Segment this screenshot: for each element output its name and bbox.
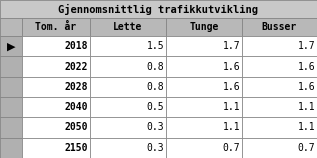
Text: ▶: ▶ [7, 41, 15, 51]
Text: 1.5: 1.5 [146, 41, 164, 51]
Bar [242, 138, 317, 158]
Text: 2022: 2022 [64, 61, 88, 72]
Text: Tunge: Tunge [189, 22, 219, 32]
Text: 1.6: 1.6 [297, 82, 315, 92]
Text: 1.1: 1.1 [297, 122, 315, 133]
Bar [166, 36, 242, 56]
Bar [0, 77, 22, 97]
Bar [0, 138, 22, 158]
Bar [166, 97, 242, 117]
Bar [0, 18, 22, 36]
Text: 2028: 2028 [64, 82, 88, 92]
Text: Gjennomsnittlig trafikkutvikling: Gjennomsnittlig trafikkutvikling [59, 3, 258, 15]
Bar [166, 117, 242, 138]
Text: 1.6: 1.6 [222, 61, 240, 72]
Bar [90, 56, 166, 77]
Bar [242, 18, 317, 36]
Bar [22, 117, 90, 138]
Bar [166, 77, 242, 97]
Bar [242, 117, 317, 138]
Bar [22, 56, 90, 77]
Text: 0.5: 0.5 [146, 102, 164, 112]
Bar [0, 56, 22, 77]
Bar [242, 77, 317, 97]
Text: 0.8: 0.8 [146, 82, 164, 92]
Text: 2050: 2050 [64, 122, 88, 133]
Text: 0.7: 0.7 [222, 143, 240, 153]
Text: 2150: 2150 [64, 143, 88, 153]
Bar [0, 0, 317, 18]
Text: Tom. år: Tom. år [36, 22, 77, 32]
Bar [0, 117, 22, 138]
Bar [166, 138, 242, 158]
Bar [22, 36, 90, 56]
Bar [0, 36, 22, 56]
Bar [22, 77, 90, 97]
Text: 1.1: 1.1 [297, 102, 315, 112]
Bar [242, 56, 317, 77]
Text: 0.7: 0.7 [297, 143, 315, 153]
Bar [166, 18, 242, 36]
Bar [90, 77, 166, 97]
Bar [0, 97, 22, 117]
Bar [242, 97, 317, 117]
Bar [90, 97, 166, 117]
Bar [90, 18, 166, 36]
Text: 2018: 2018 [64, 41, 88, 51]
Text: 2040: 2040 [64, 102, 88, 112]
Text: 0.3: 0.3 [146, 143, 164, 153]
Bar [22, 18, 90, 36]
Text: 1.1: 1.1 [222, 122, 240, 133]
Bar [22, 138, 90, 158]
Bar [90, 36, 166, 56]
Bar [90, 117, 166, 138]
Text: Lette: Lette [113, 22, 143, 32]
Bar [22, 97, 90, 117]
Text: 1.6: 1.6 [222, 82, 240, 92]
Bar [90, 138, 166, 158]
Text: 1.7: 1.7 [297, 41, 315, 51]
Bar [166, 56, 242, 77]
Text: 1.1: 1.1 [222, 102, 240, 112]
Text: 1.7: 1.7 [222, 41, 240, 51]
Text: 0.3: 0.3 [146, 122, 164, 133]
Text: 0.8: 0.8 [146, 61, 164, 72]
Bar [242, 36, 317, 56]
Text: 1.6: 1.6 [297, 61, 315, 72]
Text: Busser: Busser [262, 22, 297, 32]
